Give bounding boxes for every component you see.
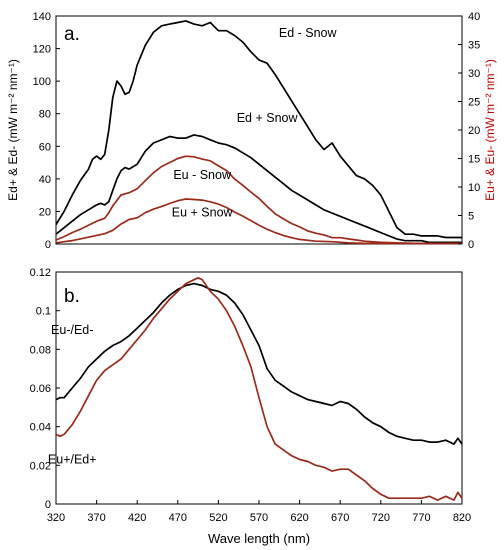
panel-a-frame	[55, 15, 463, 245]
series-annotation: Eu - Snow	[173, 168, 232, 182]
panel-b-y-tick-label: 0.1	[36, 306, 51, 318]
x-tick-label: 770	[412, 512, 430, 524]
series-annotation: Eu-/Ed-	[51, 323, 93, 337]
panel-a-left-axis-label: Ed+ & Ed- (mW m⁻² nm⁻¹)	[6, 59, 20, 201]
panel-b-y-tick-label: 0.12	[30, 267, 51, 279]
panel-a-series-eu-snow	[55, 198, 462, 245]
x-axis-label: Wave length (nm)	[208, 531, 310, 546]
panel-b-series-eu-ed	[55, 276, 463, 501]
panel-a-annotations: Ed - Snow Ed + Snow Eu - Snow Eu + Snow	[172, 26, 338, 219]
left-y-tick-label: 20	[39, 206, 51, 218]
x-tick-label: 620	[290, 512, 308, 524]
panel-a-series-ed-snow	[55, 20, 462, 239]
series-annotation: Eu+/Ed+	[48, 452, 97, 466]
left-y-tick-label: 0	[45, 239, 51, 251]
left-y-tick-label: 100	[33, 76, 51, 88]
panel-b-y-tick-label: 0.08	[30, 344, 51, 356]
panel-a-axes: 0 20 40 60 80 100 120 140 0 5 10 15 20 25 30 35 40	[33, 11, 481, 251]
left-y-tick-label: 120	[33, 44, 51, 56]
x-tick-label: 520	[209, 512, 227, 524]
left-y-tick-label: 80	[39, 109, 51, 121]
right-y-tick-label: 20	[468, 125, 480, 137]
right-y-tick-label: 0	[468, 239, 474, 251]
panel-a-series-eu-snow	[55, 155, 462, 245]
left-y-tick-label: 40	[39, 174, 51, 186]
right-y-tick-label: 5	[468, 211, 474, 223]
series-annotation: Ed + Snow	[237, 111, 299, 125]
panel-b-lines	[55, 276, 463, 501]
x-tick-label: 720	[372, 512, 390, 524]
right-y-tick-label: 15	[468, 154, 480, 166]
left-y-tick-label: 60	[39, 141, 51, 153]
series-annotation: Eu + Snow	[172, 205, 234, 219]
panel-a-right-axis-label: Eu+ & Eu- (mW m⁻² nm⁻¹)	[483, 59, 497, 201]
x-tick-label: 570	[250, 512, 268, 524]
panel-b-annotations: Eu-/Ed- Eu+/Ed+	[48, 323, 97, 467]
x-tick-label: 820	[453, 512, 471, 524]
x-tick-label: 420	[128, 512, 146, 524]
x-tick-label: 470	[169, 512, 187, 524]
series-annotation: Ed - Snow	[279, 26, 338, 40]
right-y-tick-label: 40	[468, 11, 480, 23]
panel-b-frame	[55, 271, 463, 505]
panel-a-lines	[55, 20, 462, 245]
panel-b-y-tick-label: 0.06	[30, 383, 51, 395]
right-y-tick-label: 25	[468, 97, 480, 109]
panel-a-series-ed-snow	[55, 134, 462, 244]
x-tick-label: 320	[47, 512, 65, 524]
panel-b-label: b.	[64, 286, 80, 307]
panel-a-label: a.	[64, 24, 80, 45]
panel-b-y-tick-label: 0.02	[30, 460, 51, 472]
left-y-tick-label: 140	[33, 11, 51, 23]
panel-b-axes: 0 0.02 0.04 0.06 0.08 0.1 0.12 320 370 420 470 520 5…	[30, 267, 472, 524]
right-y-tick-label: 10	[468, 182, 480, 194]
panel-b-series-eu-ed	[55, 282, 463, 445]
right-y-tick-label: 35	[468, 40, 480, 52]
x-tick-label: 370	[87, 512, 105, 524]
panel-b-y-tick-label: 0	[45, 499, 51, 511]
panel-b-y-tick-label: 0.04	[30, 422, 51, 434]
right-y-tick-label: 30	[468, 68, 480, 80]
x-tick-label: 670	[331, 512, 349, 524]
